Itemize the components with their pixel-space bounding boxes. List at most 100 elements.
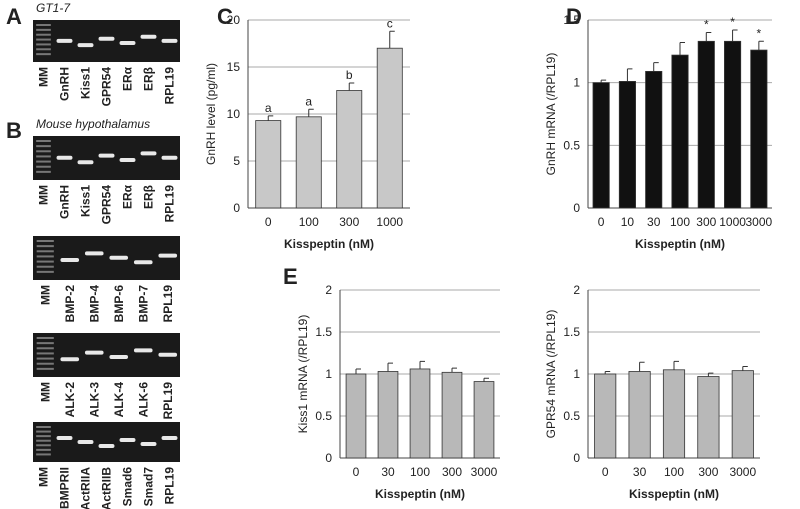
lane-label: ERα: [121, 66, 135, 91]
lane-label: MM: [37, 185, 51, 205]
error-bar: [758, 40, 764, 51]
bar: [473, 381, 495, 459]
panel-letter: C: [217, 4, 233, 29]
ladder-band: [36, 430, 51, 433]
ladder-band: [36, 367, 54, 370]
bar: [376, 47, 403, 209]
lane-label: ALK-6: [136, 382, 150, 418]
gel-band: [56, 436, 73, 440]
ladder-band: [36, 165, 51, 168]
ladder-band: [36, 28, 51, 31]
ladder-band: [36, 53, 51, 56]
gel-band: [77, 43, 94, 48]
ladder-band: [36, 260, 54, 263]
x-tick-label: 300: [698, 465, 718, 479]
x-tick-label: 0: [598, 215, 605, 229]
ladder-band: [36, 140, 51, 142]
y-tick-label: 0: [325, 451, 332, 465]
gel-band: [133, 260, 153, 265]
y-tick-label: 15: [227, 60, 241, 74]
bar: [377, 371, 399, 459]
ladder-band: [36, 270, 54, 273]
y-axis-title: GPR54 mRNA (/RPL19): [544, 310, 558, 439]
y-tick-label: 1: [573, 367, 580, 381]
significance-label: *: [730, 15, 735, 29]
lane-label: BMP-4: [87, 285, 101, 323]
bar: [336, 90, 363, 209]
panel-letter: D: [566, 4, 582, 29]
significance-label: c: [387, 16, 393, 30]
y-tick-label: 0.5: [315, 409, 332, 423]
gel-band: [140, 442, 157, 446]
bar: [662, 369, 686, 459]
lane-label: Smad7: [142, 467, 156, 507]
ladder-band: [36, 43, 51, 46]
error-bar: [639, 361, 645, 372]
gel-band: [161, 38, 178, 43]
lane-label: Kiss1: [79, 67, 93, 99]
ladder-band: [36, 265, 54, 268]
y-tick-label: 0: [573, 201, 580, 215]
error-bar: [707, 372, 714, 377]
ladder-band: [36, 453, 51, 456]
lane-label: ERα: [121, 184, 135, 209]
error-bar: [387, 362, 393, 372]
bar: [697, 40, 715, 209]
x-axis-title: Kisspeptin (nM): [375, 487, 465, 501]
x-tick-label: 0: [265, 215, 272, 229]
error-bar: [419, 360, 425, 369]
gel-band: [109, 255, 129, 260]
ladder-band: [36, 337, 54, 339]
error-bar: [267, 115, 274, 121]
y-tick-label: 1: [573, 76, 580, 90]
y-tick-label: 0: [233, 201, 240, 215]
x-tick-label: 300: [696, 215, 716, 229]
ladder-band: [36, 352, 54, 355]
gel-band: [56, 155, 73, 160]
lane-label: ERβ: [142, 67, 156, 91]
bar: [592, 82, 610, 209]
bar: [345, 373, 367, 459]
gel-band: [133, 348, 153, 353]
error-bar: [673, 360, 679, 370]
y-axis-title: Kiss1 mRNA (/RPL19): [296, 315, 310, 434]
ladder-band: [36, 38, 51, 41]
y-tick-label: 1.5: [563, 13, 580, 27]
lane-label: MM: [37, 67, 51, 87]
error-bar: [348, 82, 355, 91]
y-tick-label: 20: [227, 13, 241, 27]
error-bar: [705, 32, 712, 42]
x-tick-label: 1000: [376, 215, 403, 229]
panel-letter: E: [283, 264, 298, 289]
y-tick-label: 0.5: [563, 409, 580, 423]
gel-band: [77, 160, 94, 165]
significance-label: *: [757, 26, 762, 40]
ladder-band: [36, 33, 51, 36]
x-tick-label: 30: [633, 465, 647, 479]
gel-band: [60, 258, 80, 262]
ladder-band: [36, 170, 51, 173]
gel-band: [161, 155, 178, 160]
ladder-band: [36, 48, 51, 51]
ladder-band: [36, 347, 54, 350]
ladder-band: [36, 160, 51, 163]
error-bar: [679, 42, 685, 56]
lane-label: GnRH: [58, 185, 72, 219]
x-tick-label: 10: [621, 215, 635, 229]
ladder-band: [36, 145, 51, 148]
gel-band: [60, 357, 80, 362]
gel-image: [33, 422, 180, 462]
y-axis-title: GnRH mRNA (/RPL19): [544, 53, 558, 176]
y-tick-label: 2: [573, 283, 580, 297]
lane-label: ERβ: [142, 185, 156, 209]
bar: [724, 40, 742, 209]
ladder-band: [36, 435, 51, 438]
gel-image: [33, 20, 180, 62]
x-tick-label: 100: [299, 215, 319, 229]
bar: [628, 371, 651, 459]
ladder-band: [36, 342, 54, 345]
y-tick-label: 1.5: [315, 325, 332, 339]
x-tick-label: 30: [647, 215, 661, 229]
lane-label: BMP-7: [136, 285, 150, 323]
